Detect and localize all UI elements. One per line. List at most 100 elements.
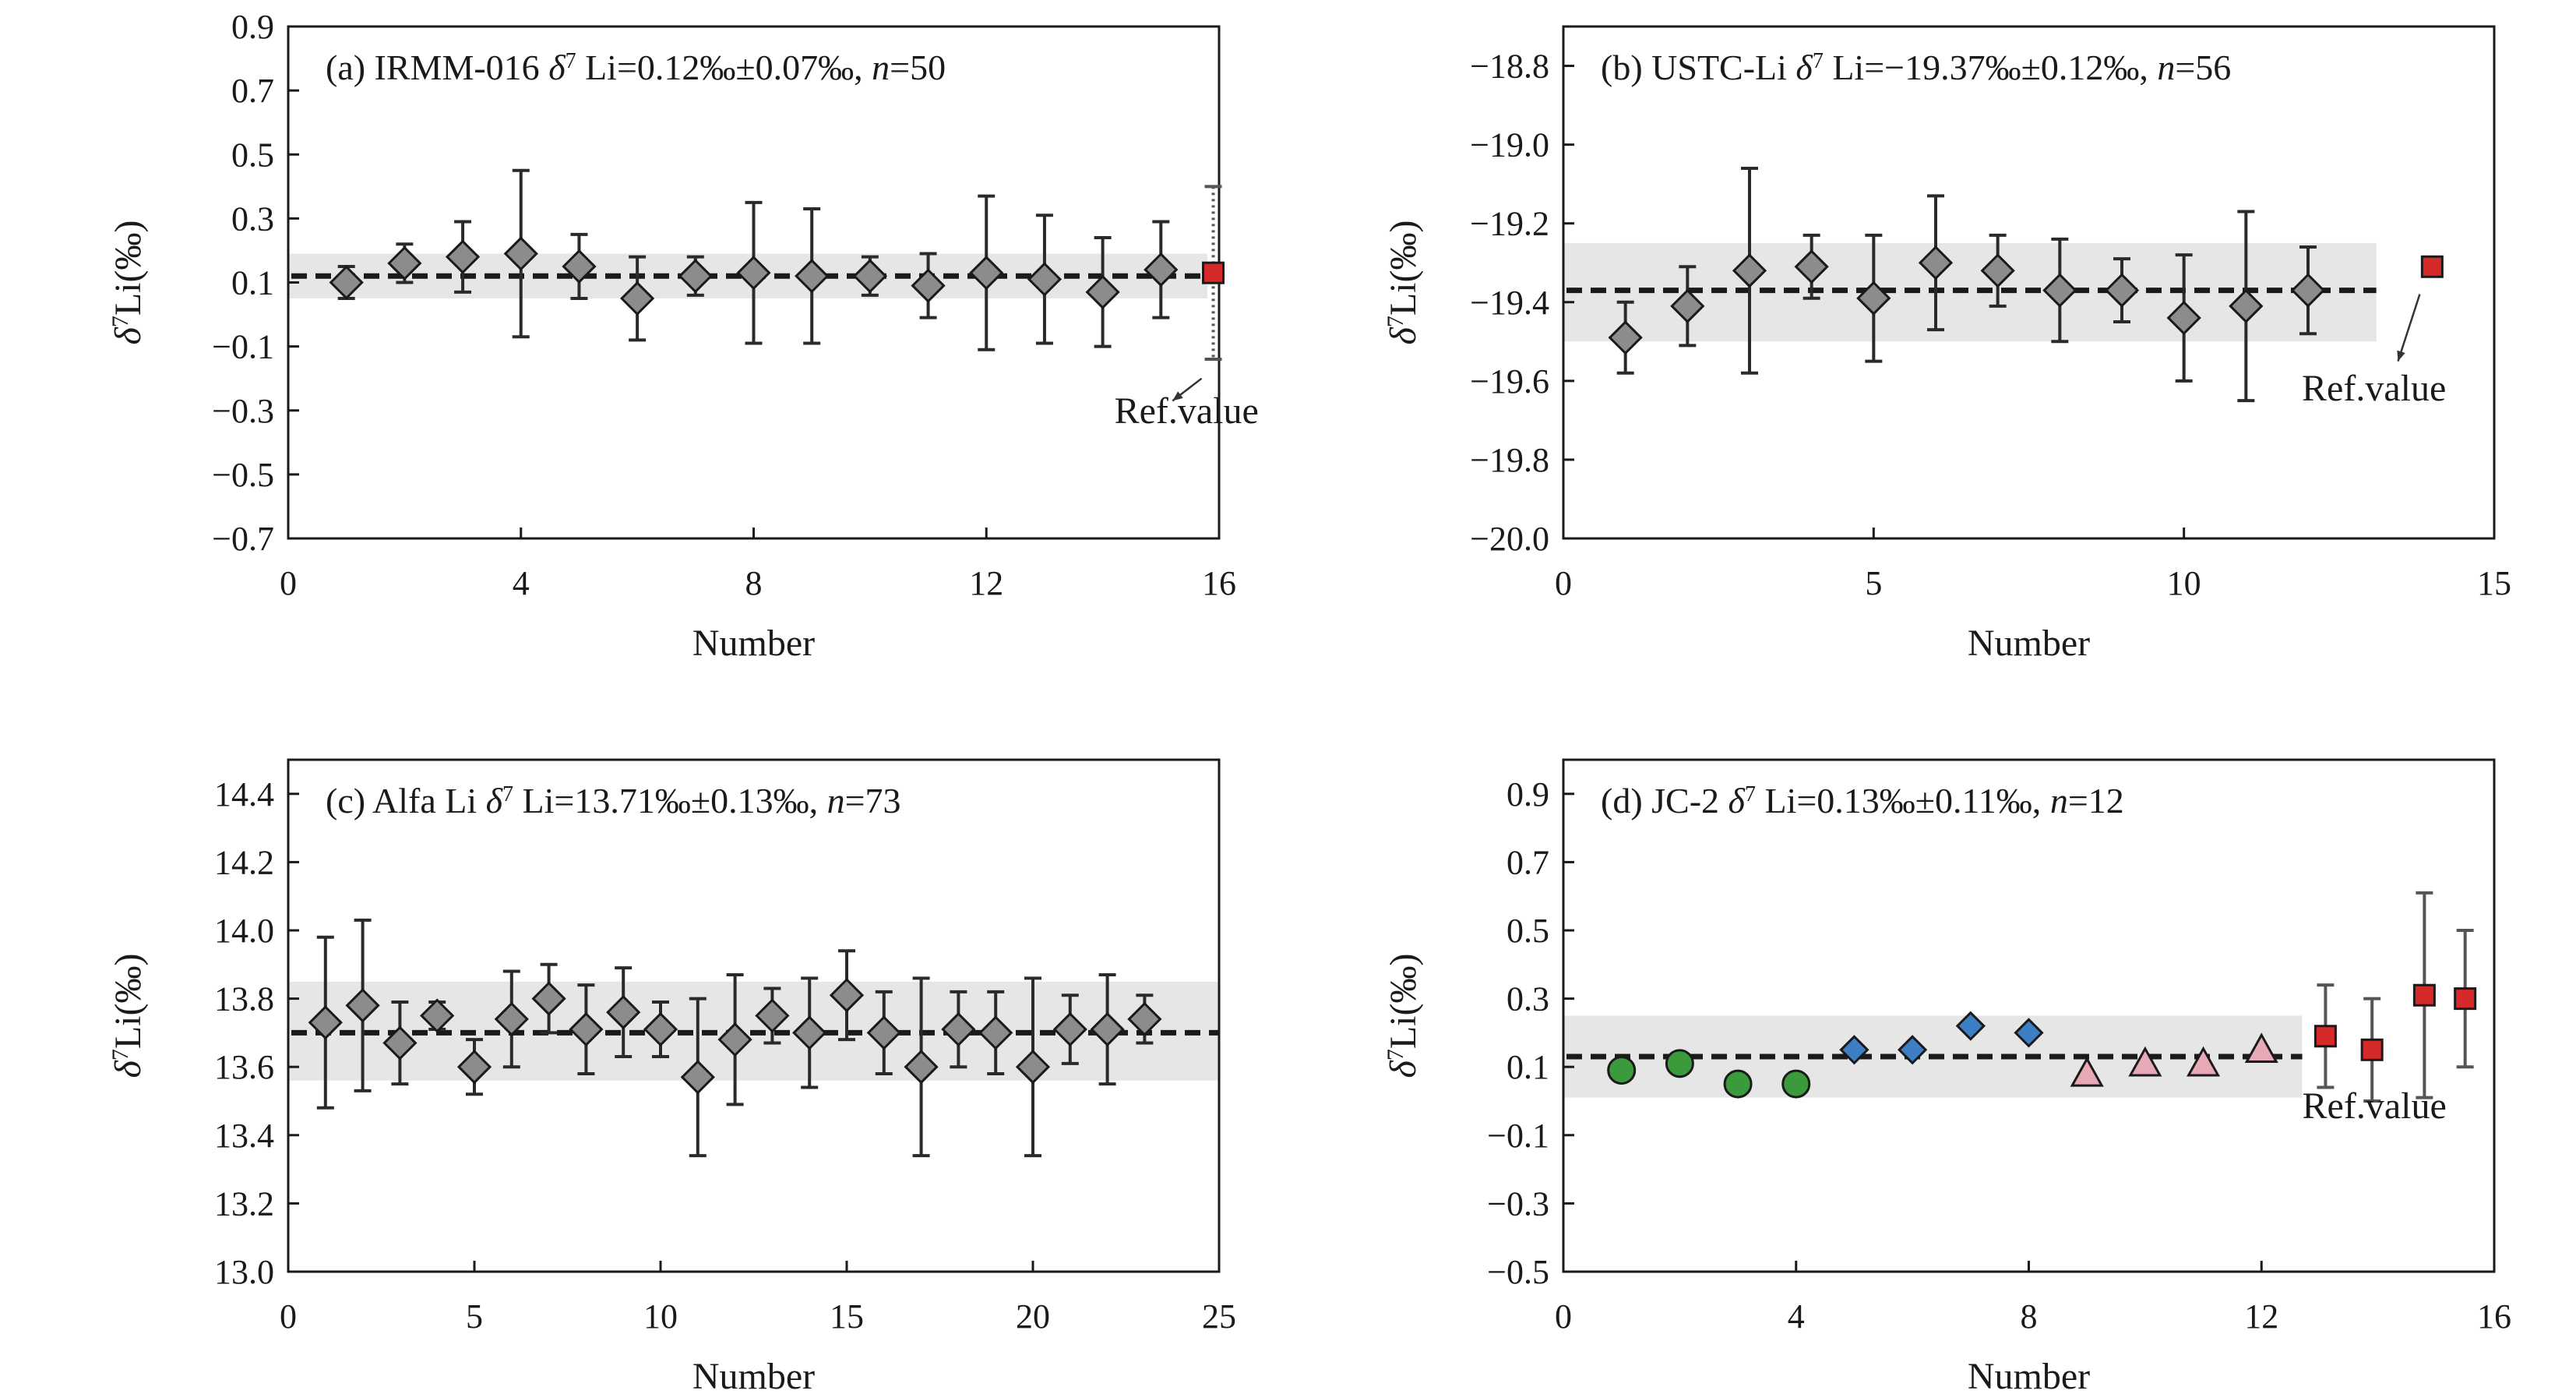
y-axis-label: δ7Li(‰) — [1383, 221, 1425, 345]
data-point-diamond — [503, 236, 538, 271]
y-tick-label: −19.8 — [1470, 441, 1549, 479]
x-axis-label: Number — [1968, 1356, 2090, 1394]
y-tick-label: 13.2 — [214, 1184, 274, 1223]
y-axis-label-delta: δ — [107, 326, 149, 344]
x-tick-label: 12 — [2244, 1297, 2278, 1336]
y-tick-label: 0.7 — [231, 72, 274, 110]
data-point-diamond — [494, 1001, 529, 1037]
data-point-diamond — [1856, 281, 1891, 316]
panel-title-part: 7 — [502, 782, 513, 806]
x-tick-label: 4 — [1788, 1297, 1805, 1336]
data-point-diamond — [1898, 1035, 1928, 1065]
data-point-square — [2454, 987, 2477, 1011]
ref-value-label: Ref.value — [2303, 1085, 2447, 1127]
data-point-square — [2420, 255, 2444, 278]
y-tick-label: −18.8 — [1470, 48, 1549, 86]
x-axis-label: Number — [692, 1356, 815, 1394]
data-point-circle — [1665, 1049, 1694, 1078]
data-point-diamond — [456, 1050, 492, 1085]
panel-title-part: (c) Alfa Li — [326, 781, 486, 821]
ref-value-label: Ref.value — [2302, 368, 2446, 409]
data-point-diamond — [866, 1015, 901, 1050]
data-point-diamond — [2229, 288, 2264, 323]
y-tick-label: −19.4 — [1470, 284, 1549, 322]
data-point-diamond — [829, 978, 865, 1013]
x-axis-label: Number — [692, 623, 815, 664]
data-point-square — [1202, 261, 1225, 284]
ref-arrow-line — [2397, 294, 2421, 362]
data-point-diamond — [620, 281, 655, 316]
panel-title: (a) IRMM-016 δ7 Li=0.12‰±0.07‰, n=50 — [326, 48, 946, 87]
x-tick-label: 16 — [1202, 564, 1236, 602]
data-point-triangle — [2128, 1046, 2162, 1077]
x-tick-label: 4 — [513, 564, 530, 602]
panel-title-part: 7 — [566, 49, 576, 73]
panel-title: (c) Alfa Li δ7 Li=13.71‰±0.13‰, n=73 — [326, 781, 901, 821]
data-point-diamond — [911, 268, 946, 303]
x-tick-label: 15 — [2477, 564, 2511, 602]
data-point-diamond — [1052, 1011, 1087, 1047]
y-axis-label-text: Li(‰) — [107, 954, 149, 1050]
panel-title-part: (a) IRMM-016 — [326, 48, 548, 87]
data-point-diamond — [795, 259, 830, 294]
ref-arrow-head — [2397, 350, 2405, 362]
y-tick-label: 14.4 — [214, 775, 274, 813]
y-axis-label-delta: δ — [1383, 1060, 1424, 1078]
y-axis-label: δ7Li(‰) — [1383, 954, 1425, 1078]
y-tick-label: −0.1 — [212, 328, 274, 366]
y-axis-label-sup: 7 — [1383, 1049, 1408, 1060]
data-point-diamond — [1015, 1050, 1051, 1085]
y-tick-label: 14.0 — [214, 912, 274, 950]
data-point-diamond — [978, 1015, 1013, 1050]
data-point-diamond — [1839, 1035, 1869, 1065]
panel-title-part: δ — [1728, 781, 1746, 821]
x-tick-label: 20 — [1016, 1297, 1050, 1336]
x-tick-label: 15 — [830, 1297, 864, 1336]
data-point-diamond — [1732, 253, 1767, 288]
panel-title-part: Li=0.13‰±0.11‰, — [1756, 781, 2050, 821]
plot-frame — [287, 758, 1221, 1273]
panel-title-part: (d) JC-2 — [1601, 781, 1728, 821]
data-point-circle — [1607, 1056, 1637, 1085]
data-point-diamond — [1955, 1011, 1986, 1041]
y-axis-label-sup: 7 — [1383, 316, 1408, 327]
data-point-diamond — [382, 1025, 418, 1060]
panel-title: (b) USTC-Li δ7 Li=−19.37‰±0.12‰, n=56 — [1601, 48, 2231, 87]
y-axis-label-delta: δ — [1383, 326, 1424, 344]
data-point-triangle — [2187, 1046, 2221, 1077]
y-axis-label-text: Li(‰) — [1383, 221, 1424, 316]
panel-title-part: Li=0.12‰±0.07‰, — [576, 48, 872, 87]
data-point-diamond — [1127, 1001, 1162, 1037]
panel-title-part: =73 — [845, 781, 901, 821]
panel-title-part: 7 — [1813, 49, 1824, 73]
y-tick-label: 13.8 — [214, 980, 274, 1018]
y-tick-label: −0.3 — [1487, 1184, 1549, 1223]
data-point-diamond — [606, 994, 641, 1030]
y-tick-label: −0.5 — [1487, 1253, 1549, 1291]
y-tick-label: −0.1 — [1487, 1117, 1549, 1155]
data-point-diamond — [1918, 245, 1954, 281]
panel-title: (d) JC-2 δ7 Li=0.13‰±0.11‰, n=12 — [1601, 781, 2124, 821]
y-tick-label: 0.5 — [1506, 912, 1549, 950]
data-point-diamond — [569, 1011, 604, 1047]
data-point-diamond — [531, 981, 566, 1016]
data-point-circle — [1781, 1069, 1811, 1099]
y-tick-label: 0.9 — [1506, 775, 1549, 813]
y-tick-label: 13.6 — [214, 1048, 274, 1086]
y-tick-label: 0.3 — [231, 199, 274, 238]
panel-title-part: n — [2050, 781, 2068, 821]
data-point-diamond — [308, 1005, 343, 1040]
data-point-diamond — [1980, 253, 2015, 288]
panel-title-part: n — [872, 48, 890, 87]
data-point-circle — [1723, 1069, 1753, 1099]
y-axis-label: δ7Li(‰) — [107, 221, 150, 345]
panel-title-part: Li=13.71‰±0.13‰, — [513, 781, 827, 821]
data-point-diamond — [345, 988, 380, 1023]
data-point-square — [2313, 1025, 2337, 1048]
y-tick-label: 14.2 — [214, 843, 274, 881]
x-tick-label: 5 — [466, 1297, 483, 1336]
panel-a: −0.7 −0.5 −0.3 −0.1 0.1 0.3 0.5 0.7 0.9 0 4 8 12 16 Nu… — [107, 8, 1259, 664]
panel-title-part: 7 — [1745, 782, 1756, 806]
y-tick-label: −19.0 — [1470, 126, 1549, 164]
data-point-diamond — [2104, 273, 2140, 308]
